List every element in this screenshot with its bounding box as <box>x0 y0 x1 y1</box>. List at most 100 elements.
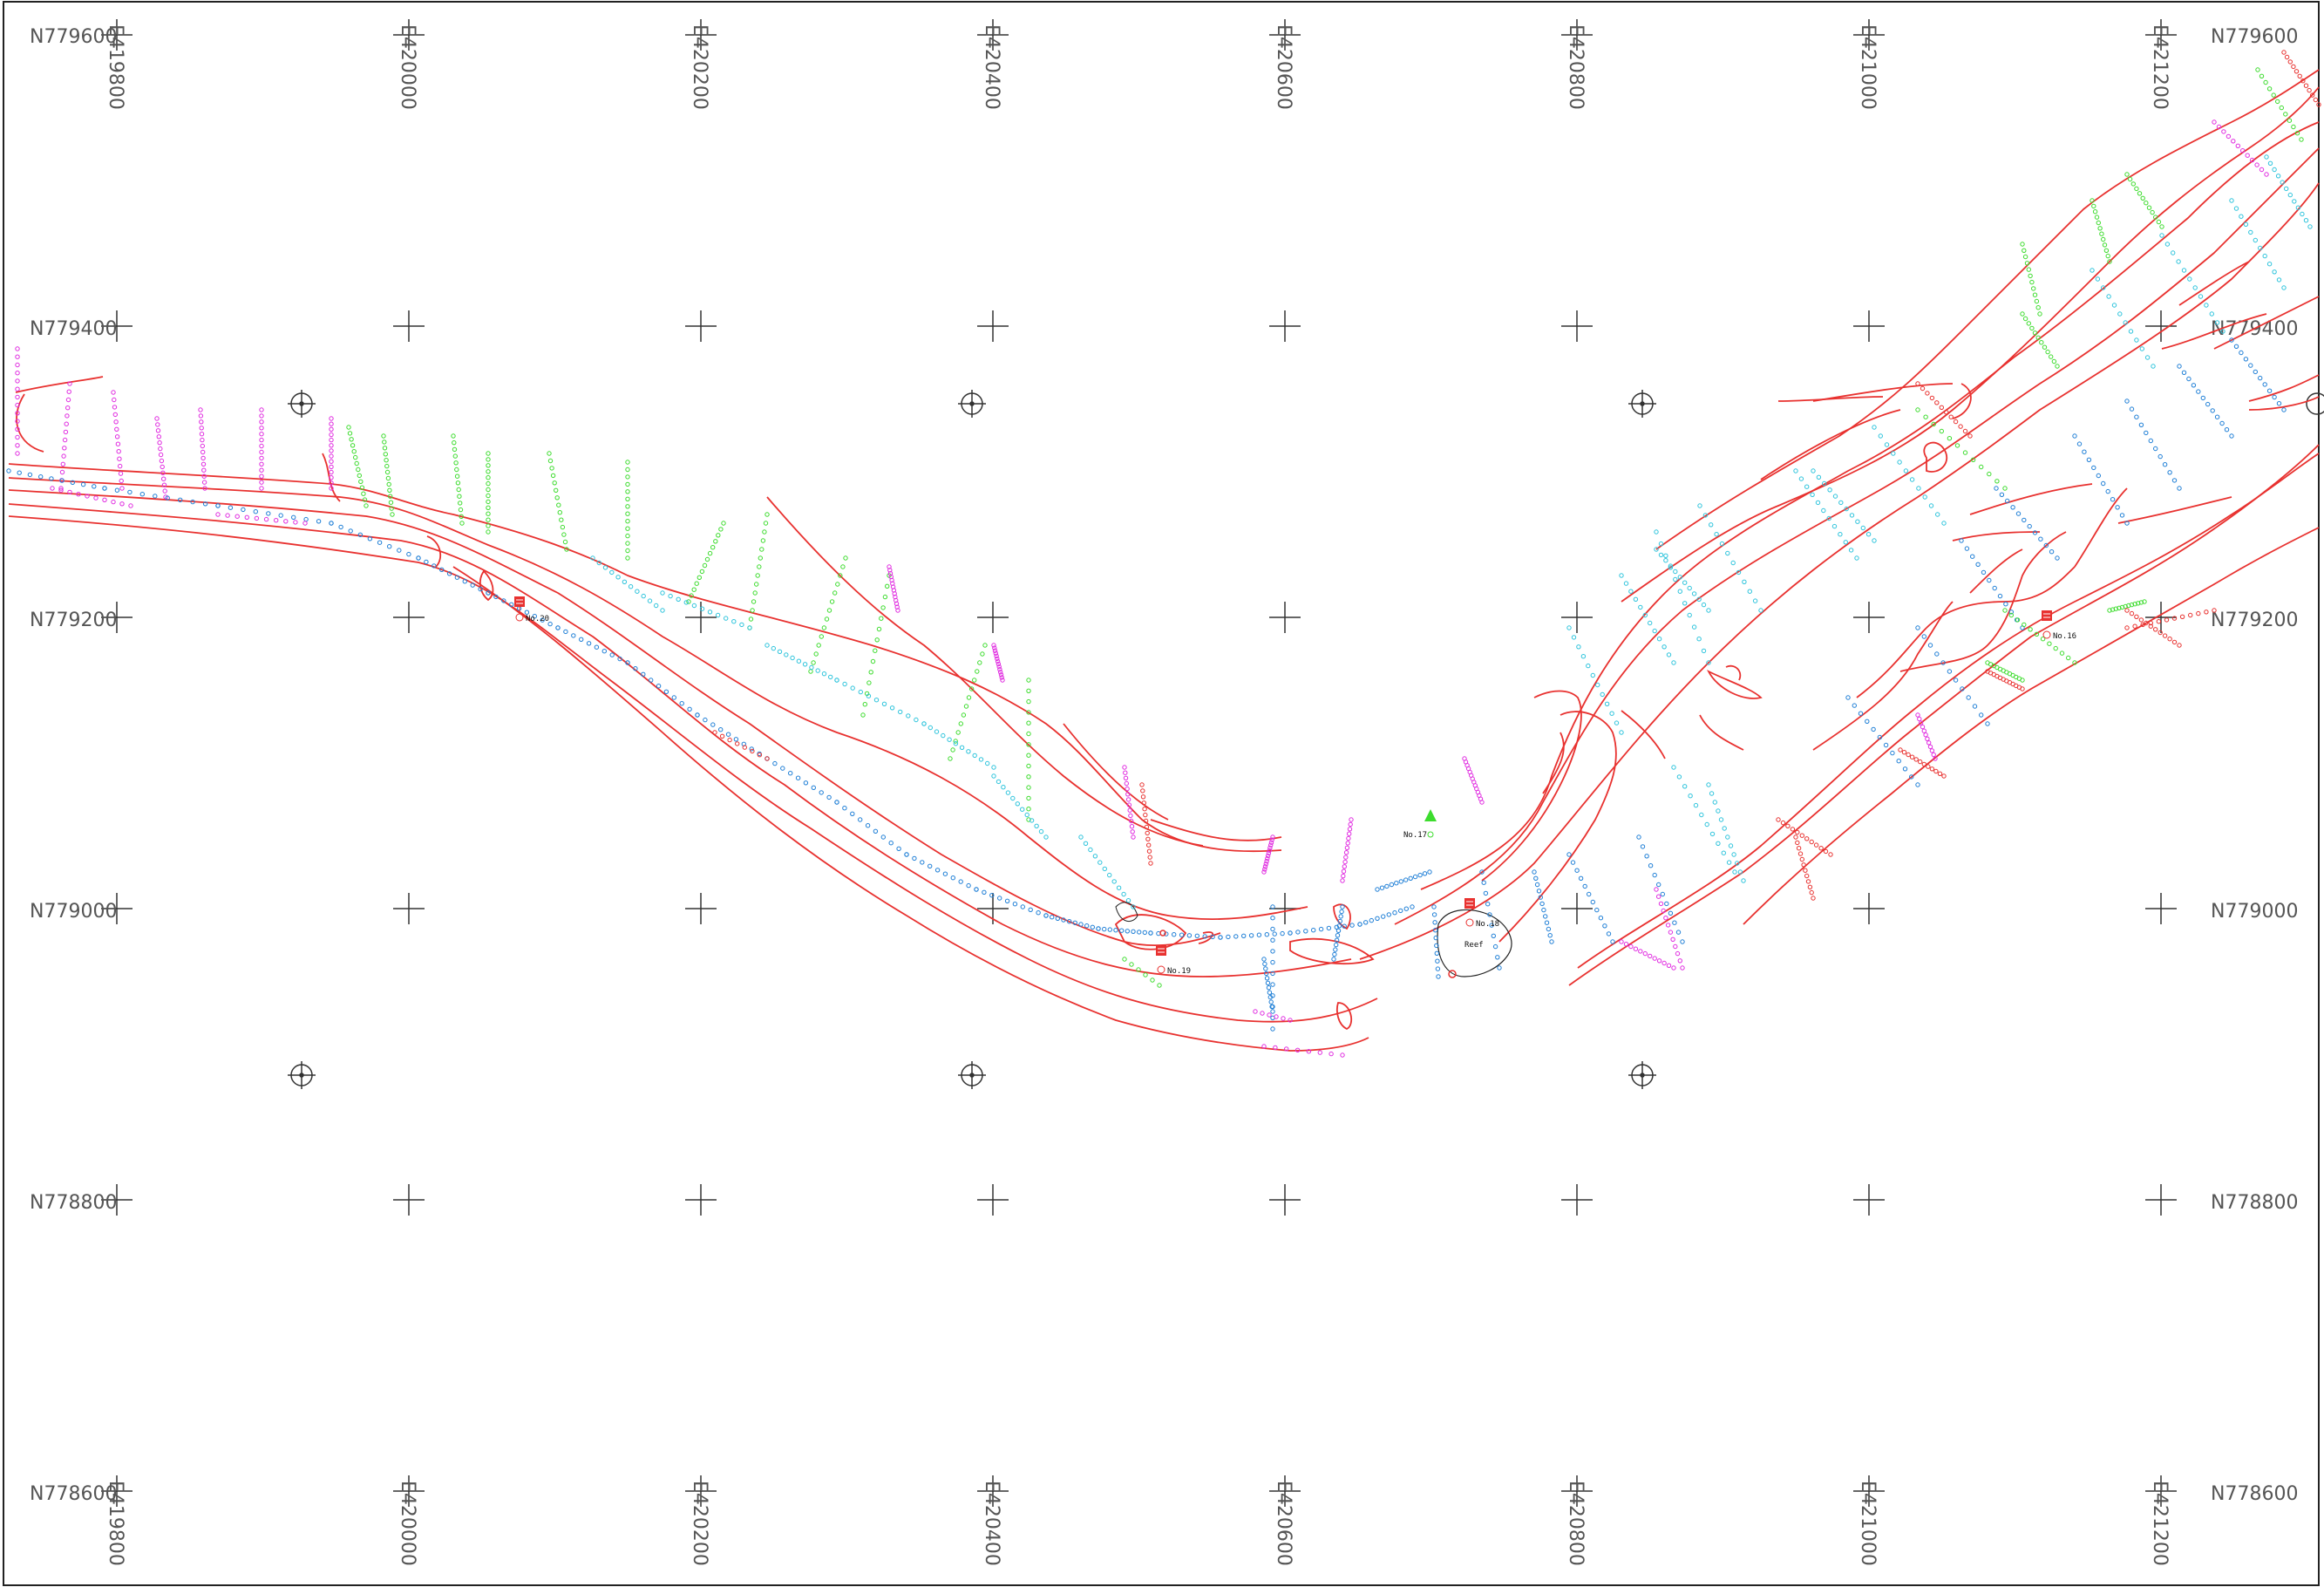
sounding-line <box>974 887 1049 918</box>
northing-label: N778600 <box>30 1483 117 1505</box>
sounding-line <box>1479 869 1502 971</box>
sounding-line <box>2020 311 2060 369</box>
grid-cross-icon <box>977 1184 1009 1216</box>
contour-line <box>1621 86 2320 603</box>
sounding-line <box>1776 817 1833 857</box>
easting-label: E420400 <box>981 24 1002 110</box>
sounding-line <box>1566 852 1615 944</box>
contour-line <box>1394 147 2320 925</box>
station-label: No.17 <box>1403 831 1427 840</box>
grid-cross-icon <box>101 19 133 51</box>
contour-line <box>1335 1002 1353 1031</box>
northing-label: N779600 <box>30 26 117 48</box>
sounding-line <box>2229 337 2287 412</box>
sounding-line <box>2072 433 2130 526</box>
triangle-marker-icon[interactable] <box>1424 809 1437 838</box>
sounding-line <box>1985 669 2025 691</box>
sounding-line <box>1218 930 1293 940</box>
northing-label: N779000 <box>2211 901 2298 923</box>
sounding-line <box>1915 712 1938 761</box>
grid-cross-icon <box>2145 1475 2177 1507</box>
contour-line <box>1952 531 2041 541</box>
grid-cross-icon <box>1853 1475 1885 1507</box>
sounding-line <box>2229 198 2287 290</box>
contour-line <box>1568 444 2320 986</box>
contour-line <box>479 569 494 602</box>
sounding-line <box>948 643 988 761</box>
contour-line <box>2248 374 2320 402</box>
tide-gauge-icon[interactable] <box>1156 945 1166 974</box>
grid-cross-icon <box>685 1184 717 1216</box>
contour-line <box>766 496 1204 847</box>
contour-line <box>1926 566 2076 629</box>
contour-line <box>16 393 44 453</box>
sounding-line <box>904 852 979 892</box>
contour-line <box>8 503 1352 977</box>
sounding-line <box>764 643 839 683</box>
station-label: No.19 <box>1167 967 1191 976</box>
contour-line <box>8 515 1378 1023</box>
sounding-line <box>1636 834 1685 944</box>
sounding-line <box>198 407 207 491</box>
grid-cross-icon <box>1561 1184 1593 1216</box>
grid-cross-icon <box>1269 1184 1301 1216</box>
contour-line <box>1577 453 2320 969</box>
registration-circle-icon <box>958 390 986 418</box>
tide-gauge-icon[interactable] <box>2042 610 2052 639</box>
contour-line <box>1706 669 1763 699</box>
sounding-line <box>1915 625 1990 726</box>
buoy-icon[interactable] <box>1159 930 1166 937</box>
sounding-line <box>1122 957 1162 988</box>
tide-gauge-icon[interactable] <box>514 596 525 622</box>
sounding-line <box>625 660 700 718</box>
sounding-line <box>2212 119 2269 177</box>
sounding-line <box>1096 926 1153 936</box>
grid-cross-icon <box>393 1475 425 1507</box>
station-label: No.20 <box>526 615 549 623</box>
buoy-icon[interactable] <box>1448 970 1457 978</box>
grid-cross-icon <box>1269 602 1301 633</box>
contour-line <box>1150 819 1282 841</box>
sounding-line <box>2002 608 2077 665</box>
easting-label: E420600 <box>1273 24 1295 110</box>
tide-gauge-icon[interactable] <box>1464 898 1475 927</box>
sounding-line <box>1026 678 1031 822</box>
grid-cross-icon <box>977 19 1009 51</box>
sounding-line <box>2020 242 2042 317</box>
easting-label: E420200 <box>689 24 710 110</box>
registration-marks <box>288 390 2324 1089</box>
sounding-line <box>991 643 1005 683</box>
easting-label: E421200 <box>2149 24 2171 110</box>
reef-outline <box>1437 909 1512 977</box>
sounding-line <box>660 590 752 630</box>
contour-line <box>1655 69 2320 550</box>
grid-cross-icon <box>1561 19 1593 51</box>
shoal-outline <box>1115 902 1138 923</box>
easting-label: E420400 <box>981 1481 1002 1566</box>
sounding-line <box>834 678 927 726</box>
sounding-line <box>747 512 770 630</box>
sounding-line <box>2124 608 2182 648</box>
contour-line <box>1498 711 1617 943</box>
grid-cross-icon <box>1853 602 1885 633</box>
sounding-line <box>887 564 900 613</box>
grid-cross-icon <box>2145 310 2177 342</box>
contour-line <box>1621 710 1666 759</box>
easting-label: E420800 <box>1565 24 1587 110</box>
northing-label: N778600 <box>2211 1483 2298 1505</box>
sounding-line <box>1811 468 1877 543</box>
station-markers: No.20 No.19 No.18 No.16 <box>514 596 2076 978</box>
northing-label: N779400 <box>30 318 117 340</box>
contour-line <box>1777 396 1884 402</box>
sounding-line <box>1915 381 1973 439</box>
contour-line <box>1289 937 1375 965</box>
sounding-line <box>1654 887 1685 971</box>
sounding-line <box>381 433 395 517</box>
sounding-line <box>1340 817 1354 883</box>
grid-crosses <box>101 19 2177 1507</box>
sounding-line <box>1253 1009 1293 1023</box>
sounding-line <box>329 521 421 561</box>
grid-cross-icon <box>393 310 425 342</box>
